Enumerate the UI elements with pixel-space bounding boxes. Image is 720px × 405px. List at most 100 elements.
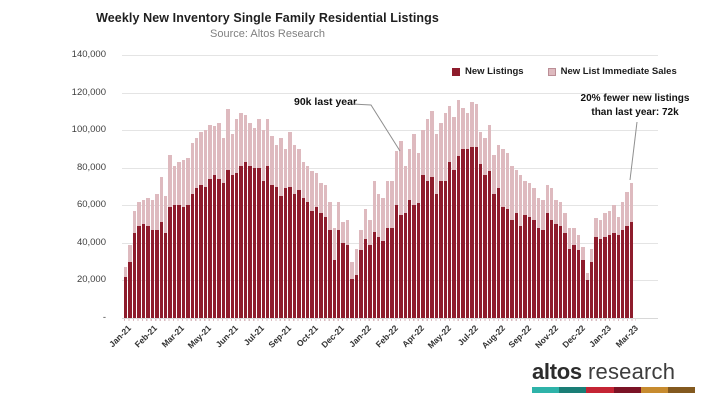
- segment-new-listings: [186, 205, 190, 318]
- bar-week-47: [328, 201, 332, 318]
- bar-week-80: [474, 103, 478, 318]
- bar-week-115: [629, 182, 634, 318]
- segment-immediate-sales: [452, 117, 456, 170]
- segment-new-listings: [479, 163, 483, 318]
- segment-new-listings: [589, 261, 594, 318]
- logo-word-research: research: [587, 359, 676, 384]
- bar-week-39: [292, 145, 297, 318]
- segment-new-listings: [572, 244, 576, 318]
- segment-immediate-sales: [501, 148, 505, 208]
- segment-new-listings: [514, 212, 518, 318]
- bar-week-19: [203, 130, 208, 318]
- bar-week-25: [230, 133, 234, 318]
- annotation-90k-last-year: 90k last year: [294, 96, 358, 108]
- bar-week-93: [532, 188, 536, 318]
- gridline-60k: [122, 205, 658, 207]
- bar-week-7: [150, 199, 155, 318]
- segment-immediate-sales: [234, 118, 239, 174]
- segment-new-listings: [368, 244, 372, 318]
- segment-immediate-sales: [319, 182, 323, 213]
- chart-subtitle: Source: Altos Research: [210, 28, 325, 40]
- bar-week-55: [363, 209, 368, 318]
- segment-new-listings: [137, 225, 141, 318]
- segment-new-listings: [523, 214, 527, 318]
- bar-week-18: [199, 132, 203, 318]
- segment-immediate-sales: [376, 194, 381, 238]
- segment-new-listings: [394, 205, 399, 318]
- segment-immediate-sales: [368, 220, 372, 245]
- legend-label-immediate-sales: New List Immediate Sales: [560, 66, 677, 77]
- segment-new-listings: [461, 148, 465, 318]
- segment-new-listings: [328, 229, 332, 318]
- bar-week-38: [288, 132, 292, 318]
- segment-new-listings: [629, 222, 634, 318]
- segment-new-listings: [270, 184, 274, 318]
- segment-immediate-sales: [372, 180, 376, 232]
- bar-week-82: [483, 137, 487, 318]
- bar-week-16: [190, 143, 194, 318]
- legend-label-new-listings: New Listings: [465, 66, 524, 77]
- bar-week-87: [505, 152, 510, 318]
- segment-new-listings: [159, 222, 163, 318]
- logo-bar-segment: [667, 387, 696, 393]
- segment-new-listings: [416, 203, 421, 318]
- plot-area: [122, 55, 658, 319]
- y-tick-label: 100,000: [71, 124, 106, 136]
- segment-new-listings: [412, 205, 416, 318]
- segment-immediate-sales: [305, 165, 310, 202]
- chart-title: Weekly New Inventory Single Family Resid…: [96, 11, 439, 25]
- segment-new-listings: [425, 180, 430, 318]
- segment-immediate-sales: [159, 177, 163, 223]
- segment-immediate-sales: [541, 199, 545, 230]
- bar-week-109: [603, 212, 607, 318]
- segment-new-listings: [576, 250, 581, 318]
- bar-week-62: [394, 150, 399, 318]
- segment-new-listings: [408, 199, 412, 318]
- bar-week-89: [514, 169, 518, 318]
- segment-new-listings: [403, 212, 407, 318]
- annotation-72k: 20% fewer new listings than last year: 7…: [554, 92, 716, 119]
- logo-bar-segment: [586, 387, 614, 393]
- segment-new-listings: [456, 156, 461, 318]
- bar-week-6: [146, 197, 150, 318]
- bar-week-66: [412, 133, 416, 318]
- segment-new-listings: [163, 233, 168, 318]
- bar-week-94: [536, 197, 541, 318]
- segment-new-listings: [363, 239, 368, 318]
- segment-new-listings: [399, 214, 403, 318]
- segment-new-listings: [132, 233, 137, 318]
- segment-immediate-sales: [616, 216, 620, 236]
- bar-week-113: [621, 201, 625, 318]
- segment-immediate-sales: [292, 145, 297, 195]
- segment-immediate-sales: [212, 126, 217, 176]
- bar-week-83: [487, 124, 492, 318]
- bar-week-48: [332, 227, 336, 318]
- segment-immediate-sales: [612, 205, 616, 234]
- segment-new-listings: [230, 175, 234, 318]
- segment-immediate-sales: [425, 118, 430, 181]
- segment-new-listings: [234, 173, 239, 318]
- bar-week-110: [607, 210, 612, 318]
- segment-immediate-sales: [128, 244, 132, 262]
- segment-immediate-sales: [394, 150, 399, 206]
- segment-new-listings: [510, 220, 514, 318]
- segment-new-listings: [563, 233, 567, 318]
- segment-new-listings: [421, 175, 425, 318]
- segment-immediate-sales: [470, 101, 474, 148]
- bar-week-88: [510, 165, 514, 318]
- segment-immediate-sales: [465, 113, 470, 149]
- segment-immediate-sales: [390, 180, 394, 228]
- segment-new-listings: [607, 235, 612, 318]
- bar-week-100: [563, 212, 567, 318]
- segment-new-listings: [257, 167, 261, 318]
- segment-new-listings: [168, 207, 172, 318]
- segment-immediate-sales: [412, 133, 416, 206]
- altos-research-logo: altos research: [532, 359, 696, 393]
- bar-week-3: [132, 210, 137, 318]
- gridline-40k: [122, 242, 658, 244]
- bar-week-90: [518, 175, 523, 318]
- segment-new-listings: [128, 261, 132, 318]
- segment-new-listings: [598, 239, 603, 318]
- segment-immediate-sales: [239, 113, 243, 166]
- bar-week-43: [310, 171, 314, 318]
